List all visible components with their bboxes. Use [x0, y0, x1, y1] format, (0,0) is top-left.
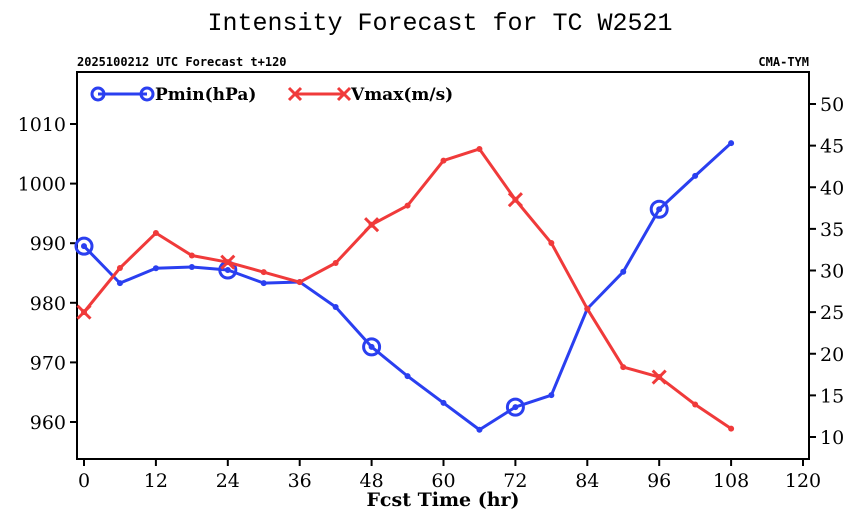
vmax-data-point — [188, 252, 195, 259]
pmin-data-point — [224, 267, 231, 274]
right-y-tick-label: 50 — [820, 94, 844, 116]
vmax-series-line — [82, 147, 732, 430]
chart-subtitle-left: 2025100212 UTC Forecast t+120 — [77, 55, 287, 69]
x-tick-label: 48 — [360, 470, 384, 492]
pmin-data-point — [116, 280, 123, 287]
vmax-data-point — [152, 230, 159, 237]
x-tick-label: 60 — [431, 470, 455, 492]
legend-vmax-label: Vmax(m/s) — [350, 85, 453, 105]
pmin-circle-marker — [505, 397, 525, 417]
pmin-data-point — [152, 265, 159, 272]
right-y-tick-label: 10 — [820, 427, 844, 449]
right-y-tick-label: 40 — [820, 177, 844, 199]
legend-pmin-marker-start — [90, 86, 106, 102]
pmin-data-point — [260, 280, 267, 287]
vmax-data-point — [476, 145, 483, 152]
x-axis: 0 12 24 36 48 60 72 84 96 108 120 — [78, 459, 821, 492]
x-tick-label: 108 — [713, 470, 749, 492]
vmax-x-marker — [76, 304, 92, 320]
vmax-data-point — [296, 279, 303, 286]
chart-title: Intensity Forecast for TC W2521 — [207, 9, 672, 38]
x-tick-label: 12 — [144, 470, 168, 492]
legend-item-vmax: Vmax(m/s) — [287, 85, 453, 105]
legend-item-pmin: Pmin(hPa) — [90, 85, 256, 105]
left-y-tick-label: 980 — [30, 293, 66, 315]
vmax-data-point — [332, 260, 339, 267]
legend-vmax-marker-end — [336, 86, 352, 102]
pmin-circle-marker — [362, 337, 382, 357]
pmin-series-line — [82, 141, 733, 432]
vmax-x-marker — [364, 217, 380, 233]
pmin-data-point — [440, 399, 447, 406]
left-y-tick-label: 1000 — [18, 174, 66, 196]
vmax-x-marker — [651, 369, 667, 385]
right-y-tick-label: 45 — [820, 136, 844, 158]
right-y-tick-label: 25 — [820, 302, 844, 324]
pmin-data-point — [692, 172, 699, 179]
pmin-data-point — [368, 343, 375, 350]
vmax-data-point — [728, 425, 735, 432]
x-tick-label: 24 — [216, 470, 240, 492]
pmin-data-point — [656, 206, 663, 213]
legend-pmin-label: Pmin(hPa) — [155, 85, 256, 105]
left-y-tick-label: 1010 — [18, 114, 66, 136]
series-group — [74, 140, 735, 433]
left-y-axis: 960 970 980 990 1000 1010 — [18, 114, 77, 434]
pmin-data-point — [548, 392, 555, 399]
vmax-data-point — [440, 157, 447, 164]
x-tick-label: 72 — [503, 470, 527, 492]
pmin-data-point — [81, 243, 87, 250]
vmax-data-point — [404, 202, 411, 209]
vmax-x-marker — [220, 254, 236, 270]
x-axis-label: Fcst Time (hr) — [366, 489, 519, 511]
pmin-data-point — [476, 426, 483, 433]
vmax-data-point — [260, 269, 267, 276]
vmax-data-point — [620, 364, 627, 371]
legend: Pmin(hPa) Vmax(m/s) — [90, 85, 453, 105]
right-y-axis: 10 15 20 25 30 35 40 45 50 — [809, 94, 844, 449]
pmin-data-point — [332, 303, 339, 310]
x-tick-label: 0 — [78, 470, 90, 492]
pmin-data-point — [188, 264, 195, 271]
x-tick-label: 84 — [575, 470, 599, 492]
vmax-data-point — [116, 265, 123, 272]
right-y-tick-label: 35 — [820, 219, 844, 241]
pmin-circle-marker — [649, 199, 669, 219]
vmax-data-point — [584, 305, 591, 312]
x-tick-label: 120 — [785, 470, 821, 492]
legend-vmax-marker-start — [287, 86, 303, 102]
x-tick-label: 36 — [288, 470, 312, 492]
chart-subtitle-right: CMA-TYM — [758, 55, 809, 69]
pmin-data-point — [728, 140, 735, 147]
pmin-circle-marker — [74, 236, 94, 256]
right-y-tick-label: 30 — [820, 261, 844, 283]
left-y-tick-label: 960 — [30, 412, 66, 434]
vmax-x-marker — [507, 192, 523, 208]
left-y-tick-label: 990 — [30, 233, 66, 255]
vmax-data-point — [692, 401, 699, 408]
legend-pmin-marker-end — [139, 86, 155, 102]
pmin-data-point — [620, 268, 627, 275]
right-y-tick-label: 20 — [820, 344, 844, 366]
left-y-tick-label: 970 — [30, 352, 66, 374]
pmin-data-point — [404, 373, 411, 380]
vmax-data-point — [548, 240, 555, 247]
pmin-data-point — [512, 404, 519, 411]
x-tick-label: 96 — [647, 470, 671, 492]
right-y-tick-label: 15 — [820, 385, 844, 407]
